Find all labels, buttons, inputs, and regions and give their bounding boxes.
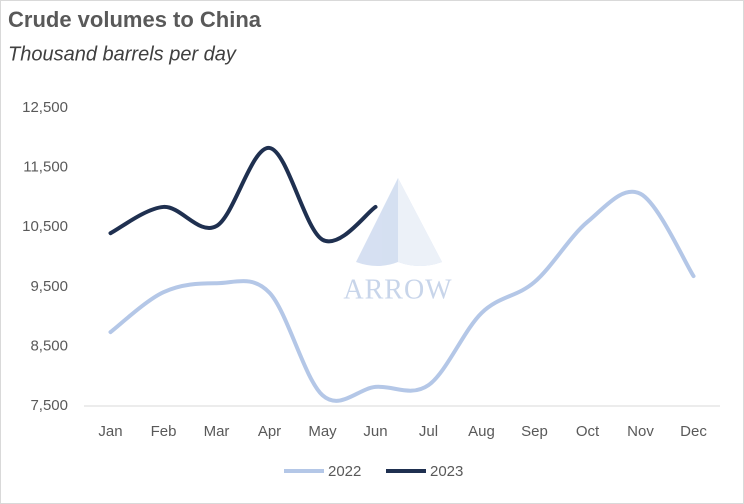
x-tick-label: Aug [468, 423, 495, 440]
series-line [108, 145, 378, 244]
y-tick-label: 11,500 [23, 159, 68, 176]
legend-label: 2022 [328, 463, 361, 480]
y-tick-label: 8,500 [30, 337, 68, 354]
x-tick-label: Sep [521, 423, 548, 440]
x-tick-label: May [308, 423, 337, 440]
y-tick-label: 12,500 [22, 99, 68, 116]
y-tick-label: 10,500 [22, 218, 68, 235]
legend-label: 2023 [430, 463, 463, 480]
x-tick-label: Oct [576, 423, 600, 440]
x-tick-label: Feb [151, 423, 177, 440]
x-tick-label: Dec [680, 423, 707, 440]
x-tick-label: Mar [204, 423, 230, 440]
x-tick-label: Jun [363, 423, 387, 440]
watermark: ARROW [343, 274, 452, 305]
x-tick-label: Nov [627, 423, 654, 440]
watermark-logo [356, 178, 442, 266]
x-tick-label: Jul [419, 423, 438, 440]
chart-title: Crude volumes to China [8, 7, 262, 32]
x-tick-label: Apr [258, 423, 281, 440]
x-tick-label: Jan [98, 423, 122, 440]
series-line [108, 189, 696, 403]
chart-subtitle: Thousand barrels per day [8, 43, 237, 65]
y-tick-label: 9,500 [30, 278, 68, 295]
y-tick-label: 7,500 [30, 397, 68, 414]
